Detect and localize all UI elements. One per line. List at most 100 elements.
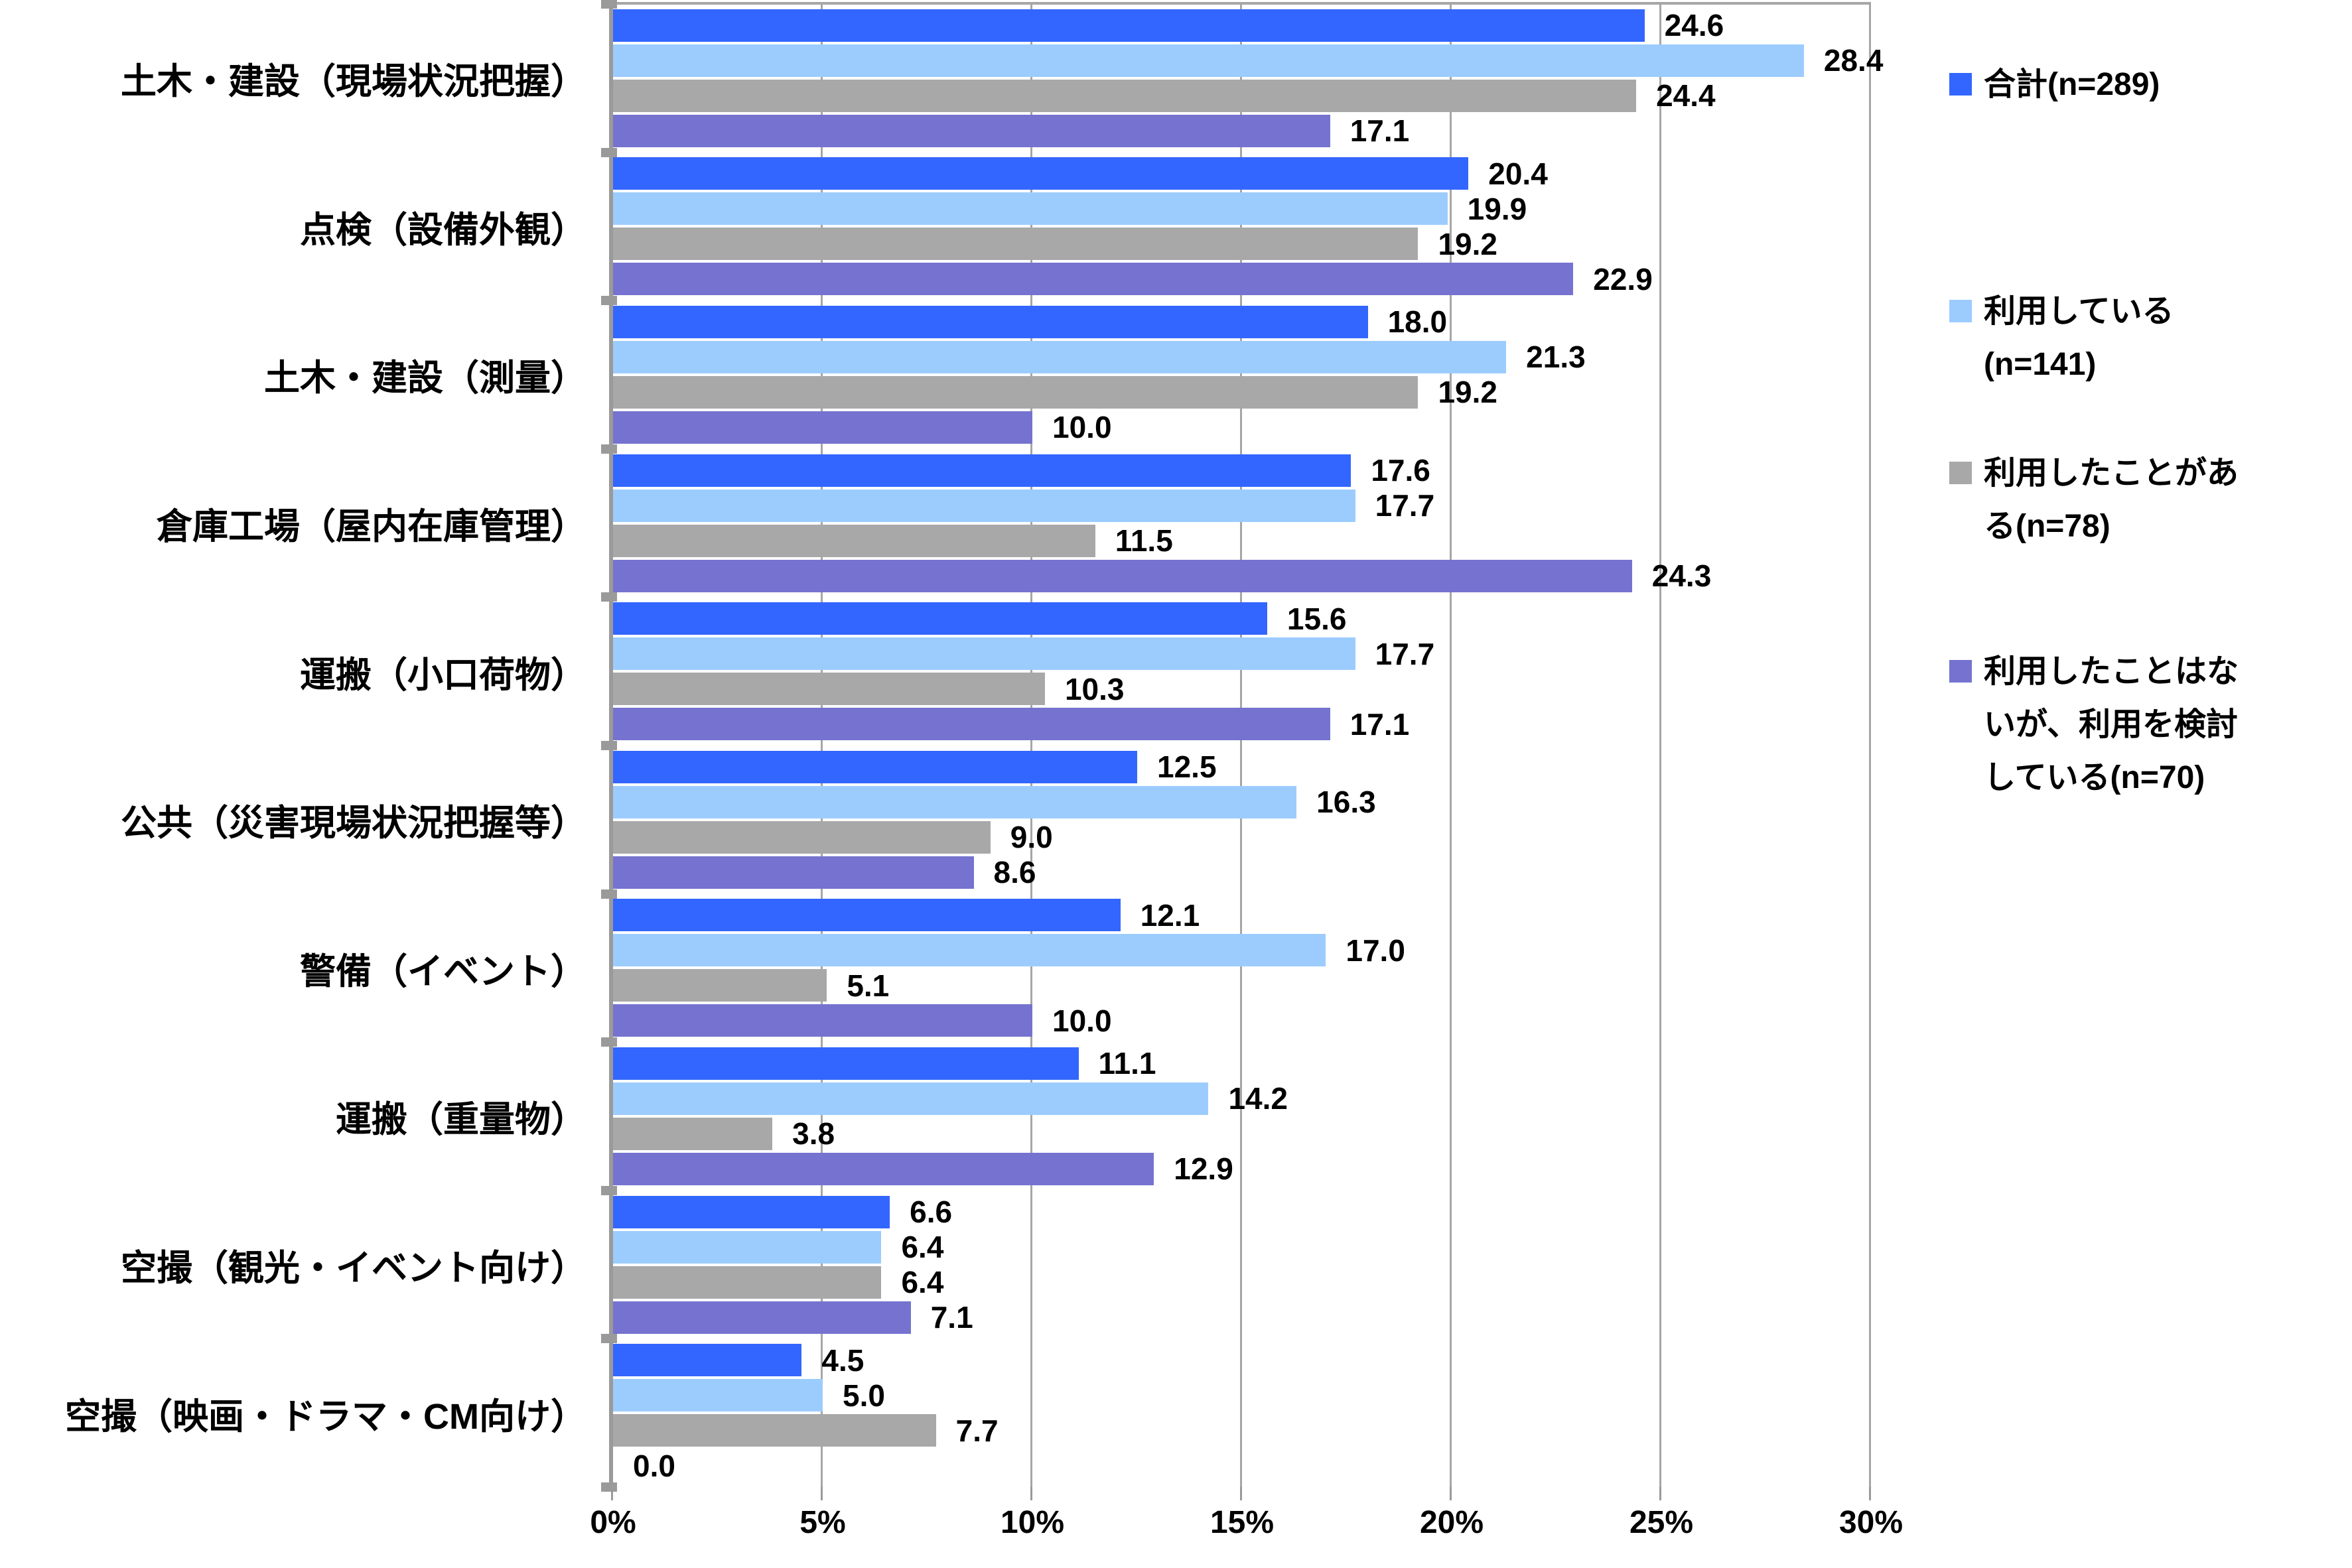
- bar-value-label: 10.3: [1064, 671, 1125, 706]
- bar-group: 6.6 6.4 6.4 7.1: [613, 1191, 1871, 1339]
- category-axis-tick-mark: [601, 0, 617, 9]
- legend-item: 利用したことがあ る(n=78): [1949, 447, 2347, 553]
- x-axis-tick-label: 25%: [1629, 1505, 1694, 1540]
- bar-value-label: 19.2: [1438, 375, 1497, 410]
- bar-value-label: 7.7: [955, 1413, 999, 1448]
- bar: [613, 1117, 773, 1150]
- bar-group: 12.5 16.3 9.0 8.6: [613, 746, 1871, 894]
- bar-group: 12.1 17.0 5.1 10.0: [613, 894, 1871, 1043]
- legend-item: 利用している (n=141): [1949, 285, 2347, 391]
- x-axis-tick-mark: [1450, 1487, 1452, 1500]
- category-label: 空撮（観光・イベント向け）: [121, 1248, 587, 1289]
- legend-item-label-line: 合計(n=289): [1984, 67, 2160, 102]
- category-label: 空撮（映画・ドラマ・CM向け）: [65, 1396, 587, 1437]
- legend-item-label-line: る(n=78): [1984, 509, 2110, 544]
- bar-value-label: 5.1: [847, 968, 890, 1003]
- bar-row: 0.0: [613, 1449, 1871, 1483]
- bar-group: 20.4 19.9 19.2 22.9: [613, 153, 1871, 301]
- bar-value-label: 3.8: [792, 1116, 835, 1151]
- x-axis: 0% 5% 10% 15% 20% 25% 30%: [590, 1504, 1903, 1557]
- bar-value-label: 11.5: [1115, 523, 1173, 558]
- x-axis-tick-label: 20%: [1419, 1505, 1484, 1540]
- gridline: [821, 4, 823, 1487]
- category-label: 土木・建設（現場状況把握）: [121, 62, 587, 102]
- category-axis-tick-mark: [601, 1037, 617, 1047]
- bar-value-label: 12.1: [1140, 897, 1200, 933]
- legend-swatch: [1949, 462, 1972, 484]
- bar-value-label: 24.3: [1651, 558, 1712, 594]
- bar-row: 8.6: [613, 855, 1871, 889]
- bar-row: 17.6: [613, 453, 1871, 488]
- bar-row: 7.7: [613, 1413, 1871, 1448]
- bar: [613, 305, 1368, 338]
- bar-row: 6.4: [613, 1265, 1871, 1300]
- gridline: [1450, 4, 1452, 1487]
- legend-swatch: [1949, 73, 1972, 96]
- bar-row: 6.4: [613, 1230, 1871, 1264]
- bar-group: 24.6 28.4 24.4 17.1: [613, 4, 1883, 153]
- gridline: [1240, 4, 1242, 1487]
- bar-value-label: 19.9: [1467, 191, 1527, 226]
- category-axis-tick-mark: [601, 889, 617, 899]
- bar: [613, 192, 1448, 226]
- bar-row: 10.3: [613, 671, 1871, 706]
- category-label: 運搬（重量物）: [336, 1100, 587, 1140]
- bar: [613, 411, 1032, 444]
- bar: [613, 637, 1355, 671]
- legend-item-label-line: (n=141): [1984, 347, 2097, 382]
- category-label: 土木・建設（測量）: [264, 358, 587, 399]
- bar-value-label: 6.6: [910, 1195, 953, 1230]
- bar-value-label: 12.5: [1157, 750, 1217, 785]
- bar-value-label: 24.4: [1656, 78, 1716, 113]
- x-axis-tick-mark: [1869, 1487, 1871, 1500]
- legend-item-label-line: いが、利用を検討: [1984, 707, 2239, 742]
- bar-value-label: 6.4: [901, 1265, 944, 1300]
- bar-value-label: 11.1: [1098, 1046, 1156, 1081]
- bar-row: 9.0: [613, 820, 1871, 854]
- bar-row: 22.9: [613, 262, 1871, 296]
- bar: [613, 157, 1469, 190]
- bar-row: 5.1: [613, 968, 1871, 1003]
- bar: [613, 856, 974, 889]
- bar: [613, 489, 1355, 522]
- bar-value-label: 5.0: [843, 1378, 885, 1413]
- category-axis: 土木・建設（現場状況把握） 点検（設備外観） 土木・建設（測量） 倉庫工場（屋内在庫管…: [0, 4, 596, 1487]
- bar: [613, 1152, 1154, 1185]
- x-axis-tick-label: 5%: [799, 1505, 846, 1540]
- bar-row: 19.9: [613, 191, 1871, 226]
- gridline: [1659, 4, 1661, 1487]
- bar-row: 21.3: [613, 340, 1871, 375]
- x-axis-tick-label: 0%: [590, 1505, 636, 1540]
- category-label: 倉庫工場（屋内在庫管理）: [157, 507, 587, 547]
- bar-value-label: 24.6: [1664, 8, 1724, 43]
- bar-value-label: 20.4: [1488, 156, 1548, 191]
- bar-row: 12.9: [613, 1151, 1871, 1186]
- legend: 合計(n=289) 利用している (n=141) 利用したことがあ る(n=78) 利用し…: [1949, 58, 2347, 805]
- bar-row: 16.3: [613, 785, 1871, 819]
- bar-value-label: 19.2: [1438, 226, 1497, 261]
- bar-value-label: 28.4: [1823, 43, 1884, 78]
- bar-row: 24.4: [613, 78, 1871, 113]
- bar: [613, 820, 991, 854]
- bar-value-label: 17.1: [1349, 113, 1410, 149]
- bar-value-label: 21.3: [1526, 340, 1586, 375]
- bar: [613, 1379, 823, 1412]
- bar: [613, 1301, 911, 1334]
- bar: [613, 228, 1418, 261]
- bar-row: 4.5: [613, 1343, 1871, 1378]
- bar-value-label: 7.1: [930, 1300, 973, 1335]
- category-label: 公共（災害現場状況把握等）: [121, 803, 587, 844]
- bar-row: 17.7: [613, 488, 1871, 523]
- bar: [613, 524, 1095, 557]
- legend-item-label: 利用したことがあ る(n=78): [1984, 447, 2239, 553]
- bar-value-label: 14.2: [1228, 1081, 1288, 1116]
- bar-row: 15.6: [613, 602, 1871, 636]
- bar: [613, 1004, 1032, 1037]
- bar: [613, 9, 1645, 42]
- bar: [613, 750, 1137, 783]
- legend-item-label-line: している(n=70): [1984, 760, 2205, 795]
- bar-value-label: 10.0: [1052, 1003, 1112, 1038]
- x-axis-tick-mark: [1659, 1487, 1661, 1500]
- bar: [613, 375, 1418, 409]
